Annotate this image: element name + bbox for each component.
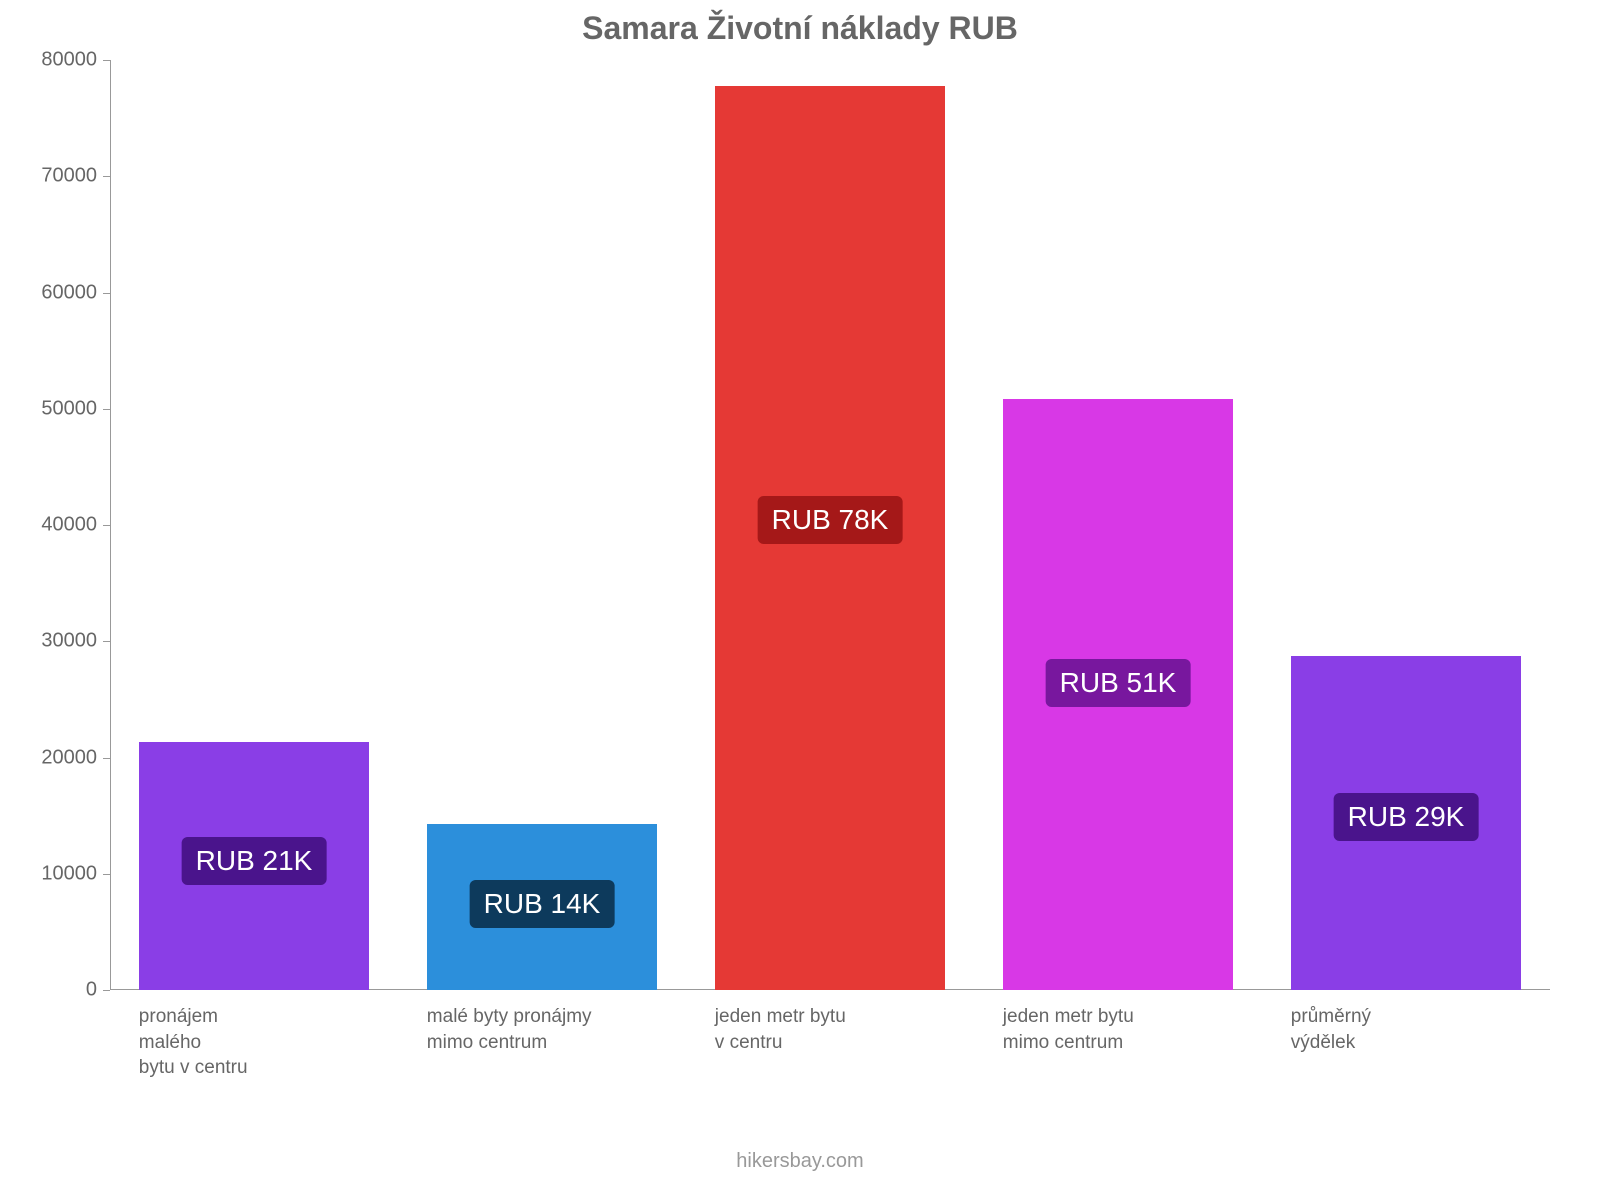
- attribution-text: hikersbay.com: [0, 1150, 1600, 1173]
- y-axis-tick: [103, 758, 110, 759]
- x-axis-category-label: jeden metr bytuv centru: [715, 1004, 945, 1055]
- bar-value-label: RUB 51K: [1046, 659, 1191, 707]
- bar-value-label: RUB 21K: [182, 837, 327, 885]
- y-axis-tick-label: 10000: [41, 862, 97, 885]
- x-axis-category-label: jeden metr bytumimo centrum: [1003, 1004, 1233, 1055]
- y-axis-tick: [103, 60, 110, 61]
- chart-container: Samara Životní náklady RUB RUB 21K RUB 14…: [0, 0, 1600, 1200]
- plot-area: RUB 21K RUB 14K RUB 78K RUB 51K RUB 29K: [110, 60, 1550, 990]
- y-axis-tick: [103, 409, 110, 410]
- x-axis-category-label: pronájemmaléhobytu v centru: [139, 1004, 369, 1081]
- y-axis-tick-label: 80000: [41, 49, 97, 72]
- y-axis-tick-label: 70000: [41, 165, 97, 188]
- y-axis-tick-label: 0: [86, 979, 97, 1002]
- y-axis-tick-label: 30000: [41, 630, 97, 653]
- bar-value-label: RUB 14K: [470, 880, 615, 928]
- y-axis-line: [110, 60, 111, 990]
- y-axis-tick-label: 20000: [41, 746, 97, 769]
- y-axis-tick: [103, 990, 110, 991]
- chart-title: Samara Životní náklady RUB: [0, 10, 1600, 47]
- bar-value-label: RUB 78K: [758, 496, 903, 544]
- y-axis-tick: [103, 176, 110, 177]
- y-axis-tick-label: 60000: [41, 281, 97, 304]
- x-axis-category-label: malé byty pronájmymimo centrum: [427, 1004, 657, 1055]
- y-axis-tick-label: 40000: [41, 514, 97, 537]
- y-axis-tick: [103, 525, 110, 526]
- y-axis-tick: [103, 641, 110, 642]
- x-axis-category-label: průměrnývýdělek: [1291, 1004, 1521, 1055]
- y-axis-tick: [103, 874, 110, 875]
- bar-value-label: RUB 29K: [1334, 793, 1479, 841]
- y-axis-tick: [103, 293, 110, 294]
- y-axis-tick-label: 50000: [41, 397, 97, 420]
